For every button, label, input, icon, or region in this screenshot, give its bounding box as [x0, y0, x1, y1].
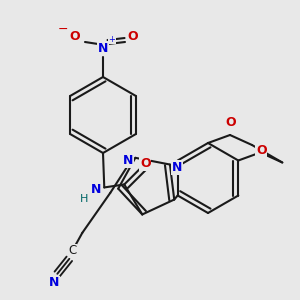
Text: N: N	[49, 276, 59, 289]
Text: −: −	[58, 22, 68, 35]
Text: N: N	[91, 183, 101, 196]
Text: O: O	[70, 31, 80, 44]
Text: O: O	[140, 157, 151, 170]
Text: +: +	[109, 34, 116, 43]
Text: O: O	[226, 116, 236, 130]
Text: N: N	[98, 43, 108, 56]
Text: C: C	[68, 244, 76, 257]
Text: O: O	[256, 144, 267, 157]
Text: N: N	[123, 154, 134, 167]
Text: H: H	[80, 194, 88, 204]
Text: O: O	[128, 31, 138, 44]
Text: N: N	[172, 161, 182, 174]
